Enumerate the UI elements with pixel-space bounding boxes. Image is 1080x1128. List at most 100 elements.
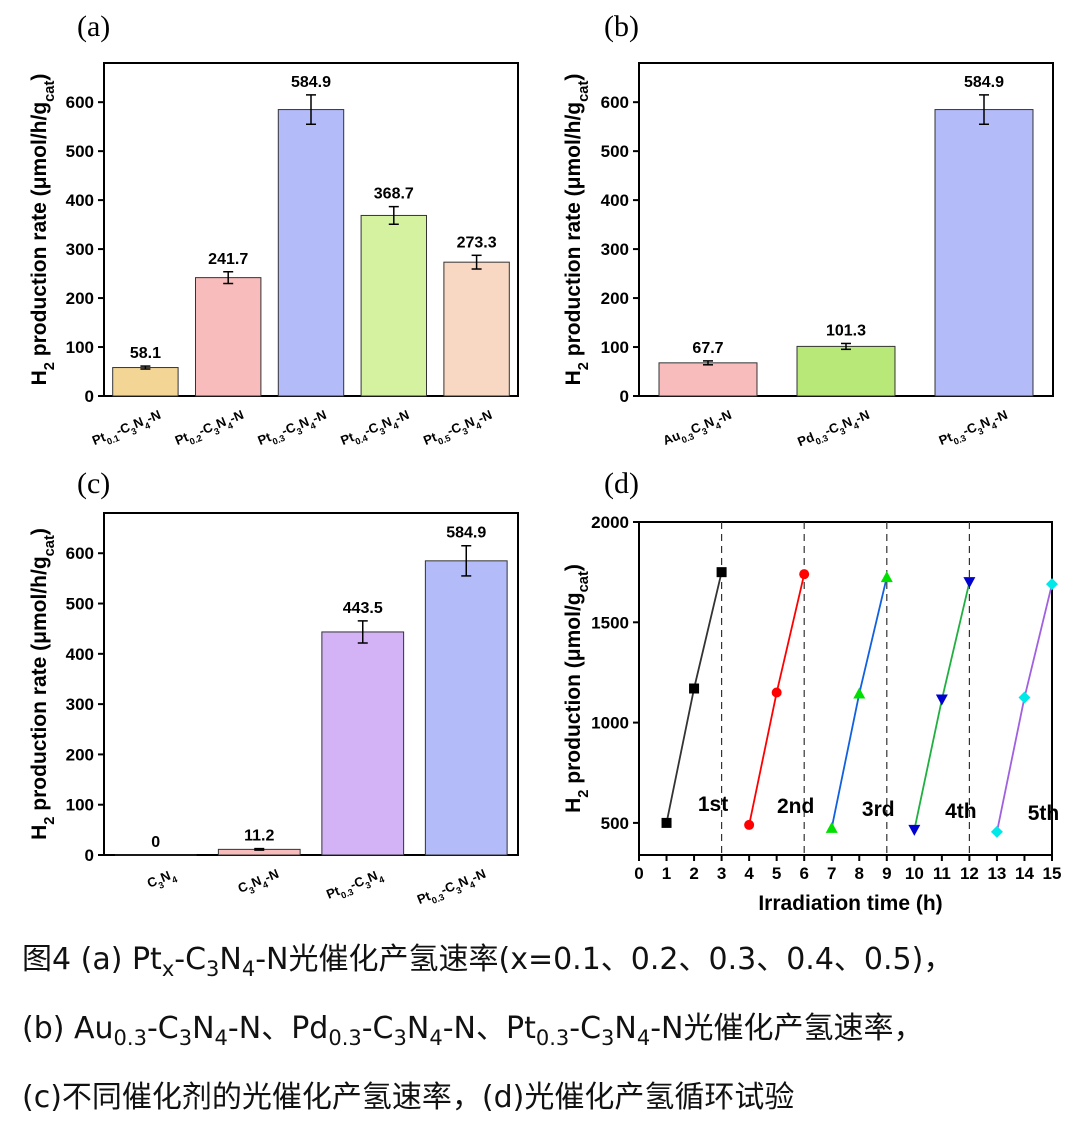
series-line-2nd (748, 573, 806, 826)
point-1st-1 (689, 683, 700, 694)
data-label-0-0: 58.1 (130, 345, 161, 362)
y-axis-label-0: H2 production rate (μmol/h/gcat) (28, 74, 58, 386)
y-tick-label-3-2000: 2000 (591, 513, 629, 532)
x-tick-label-3-2: 2 (689, 864, 698, 883)
panel-label-3: (d) (604, 467, 639, 500)
data-label-1-0: 67.7 (692, 340, 723, 357)
series-5th (990, 578, 1058, 838)
y-tick-label-0-300: 300 (66, 240, 94, 259)
point-2nd-1 (771, 687, 782, 698)
figure-caption: 图4 (a) Ptx-C3N4-N光催化产氢速率(x=0.1、0.2、0.3、0… (22, 930, 1072, 1128)
series-1st (661, 567, 727, 828)
y-tick-label-2-100: 100 (66, 796, 94, 815)
category-label-2-1: C3N4-N (236, 866, 283, 900)
y-tick-label-1-300: 300 (601, 240, 629, 259)
category-label-0-4: Pt0.5-C3N4-N (421, 407, 495, 452)
error-bar-1-2 (979, 94, 989, 126)
x-tick-label-3-3: 3 (717, 864, 726, 883)
y-tick-label-2-600: 600 (66, 544, 94, 563)
category-label-2-3: Pt0.3-C3N4-N (415, 866, 489, 911)
bar-0-3 (360, 214, 428, 397)
series-3rd (825, 571, 893, 833)
bar-1-2 (934, 109, 1034, 397)
x-tick-label-3-10: 10 (905, 864, 924, 883)
x-tick-label-3-14: 14 (1015, 864, 1034, 883)
y-tick-label-0-400: 400 (66, 191, 94, 210)
category-label-0-3: Pt0.4-C3N4-N (338, 407, 412, 452)
error-bar-0-0 (140, 365, 151, 370)
y-tick-label-1-0: 0 (620, 387, 629, 406)
data-label-1-1: 101.3 (826, 322, 866, 339)
bar-0-4 (443, 261, 510, 397)
caption-line-3: (c)不同催化剂的光催化产氢速率，(d)光催化产氢循环试验 (22, 1080, 795, 1115)
bar-0-2 (277, 109, 345, 397)
error-bar-0-1 (223, 271, 234, 285)
point-4th-0 (908, 824, 921, 836)
error-bar-2-3 (461, 544, 472, 577)
x-tick-label-3-15: 15 (1043, 864, 1062, 883)
y-tick-label-0-100: 100 (66, 338, 94, 357)
y-axis-label-2: H2 production rate (μmol/h/gcat) (28, 528, 58, 840)
x-tick-label-3-4: 4 (744, 864, 754, 883)
error-bar-0-4 (471, 254, 482, 270)
point-3rd-1 (853, 687, 866, 699)
y-axis-label-3: H2 production (μmol/gcat) (562, 564, 592, 813)
category-label-2-0: C3N4 (145, 866, 180, 895)
series-2nd (744, 569, 810, 830)
y-tick-label-2-0: 0 (85, 846, 94, 865)
point-2nd-2 (799, 569, 810, 580)
series-4th (908, 577, 976, 836)
point-4th-1 (935, 694, 948, 706)
bar-0-1 (194, 277, 262, 397)
category-label-1-0: Au0.3C3N4-N (661, 407, 735, 452)
y-tick-label-2-400: 400 (66, 645, 94, 664)
bar-2-2 (321, 631, 405, 856)
cycle-label-1st: 1st (698, 793, 728, 816)
data-label-0-3: 368.7 (374, 186, 414, 203)
point-1st-2 (716, 567, 727, 578)
data-label-0-2: 584.9 (291, 74, 331, 91)
bar-0-0 (112, 367, 179, 397)
caption-line-1: 图4 (a) Ptx-C3N4-N光催化产氢速率(x=0.1、0.2、0.3、0… (22, 942, 954, 981)
y-tick-label-0-200: 200 (66, 289, 94, 308)
data-label-0-4: 273.3 (457, 234, 497, 251)
error-bar-1-0 (703, 360, 713, 366)
y-tick-label-3-1500: 1500 (591, 613, 629, 632)
x-tick-label-3-12: 12 (960, 864, 979, 883)
y-tick-label-0-0: 0 (85, 387, 94, 406)
error-bar-1-1 (841, 342, 851, 351)
y-tick-label-3-1000: 1000 (591, 714, 629, 733)
x-tick-label-3-6: 6 (799, 864, 808, 883)
y-tick-label-1-400: 400 (601, 191, 629, 210)
x-tick-label-3-11: 11 (933, 864, 951, 883)
category-label-0-0: Pt0.1-C3N4-N (90, 407, 164, 452)
panel-label-2: (c) (77, 467, 110, 500)
bar-1-0 (658, 362, 758, 397)
x-tick-label-3-13: 13 (987, 864, 1006, 883)
panel-label-0: (a) (77, 10, 110, 43)
cycle-label-4th: 4th (945, 800, 977, 823)
y-tick-label-0-600: 600 (66, 93, 94, 112)
data-label-1-2: 584.9 (964, 74, 1004, 91)
x-tick-label-3-9: 9 (882, 864, 891, 883)
error-bar-2-1 (254, 847, 265, 851)
x-tick-label-3-0: 0 (634, 864, 643, 883)
x-axis-label-3: Irradiation time (h) (758, 892, 942, 915)
data-label-2-3: 584.9 (446, 525, 486, 542)
cycle-label-3rd: 3rd (862, 798, 895, 821)
category-label-0-2: Pt0.3-C3N4-N (256, 407, 330, 452)
bar-1-1 (796, 345, 896, 397)
plot-frame-3 (638, 521, 1053, 856)
point-5th-0 (990, 825, 1003, 838)
panel-label-1: (b) (604, 10, 639, 43)
series-line-5th (996, 583, 1053, 833)
data-label-2-1: 11.2 (244, 828, 274, 845)
plot-frame-2 (103, 512, 519, 856)
point-3rd-0 (825, 821, 838, 833)
x-tick-label-3-7: 7 (827, 864, 836, 883)
category-label-1-1: Pd0.3-C3N4-N (795, 407, 873, 453)
series-line-4th (913, 581, 971, 831)
x-tick-label-3-8: 8 (855, 864, 864, 883)
cycle-label-2nd: 2nd (777, 795, 814, 818)
y-tick-label-2-300: 300 (66, 695, 94, 714)
